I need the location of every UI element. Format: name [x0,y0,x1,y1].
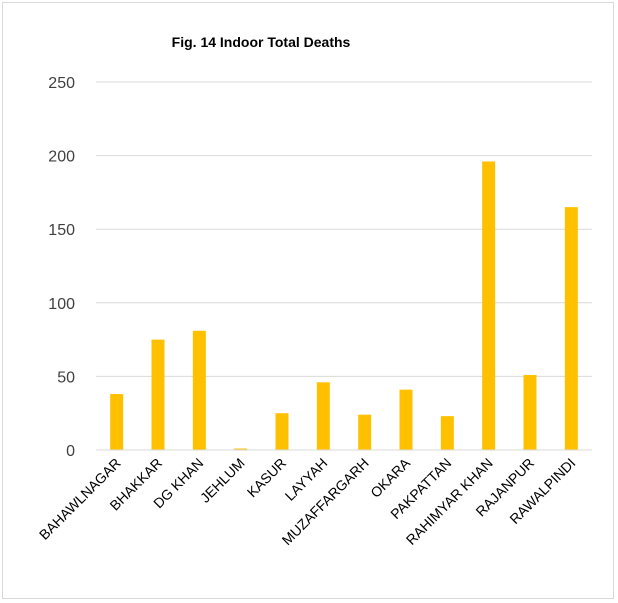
y-tick-label: 200 [48,149,75,166]
bar-rajanpur [523,374,537,450]
y-tick-label: 150 [48,222,75,239]
bar-muzaffargarh [358,414,372,450]
y-tick-label: 100 [48,296,75,313]
bar-jehlum [234,448,248,450]
x-tick-label: JEHLUM [197,455,248,506]
bar-rahimyar-khan [482,161,496,450]
chart-title: Fig. 14 Indoor Total Deaths [172,34,351,50]
bar-rawalpindi [564,207,578,450]
bar-kasur [275,413,289,450]
bar-bahawlnagar [110,394,124,450]
bar-okara [399,389,413,450]
y-tick-label: 250 [48,75,75,92]
bar-bhakkar [151,339,165,450]
bars [110,161,578,450]
y-tick-label: 50 [57,369,75,386]
bar-dg-khan [192,330,206,450]
y-tick-label: 0 [66,443,75,460]
bar-layyah [316,382,330,450]
y-axis-ticks: 0 50 100 150 200 250 [48,75,75,460]
bar-pakpattan [440,416,454,450]
gridlines [96,81,592,377]
